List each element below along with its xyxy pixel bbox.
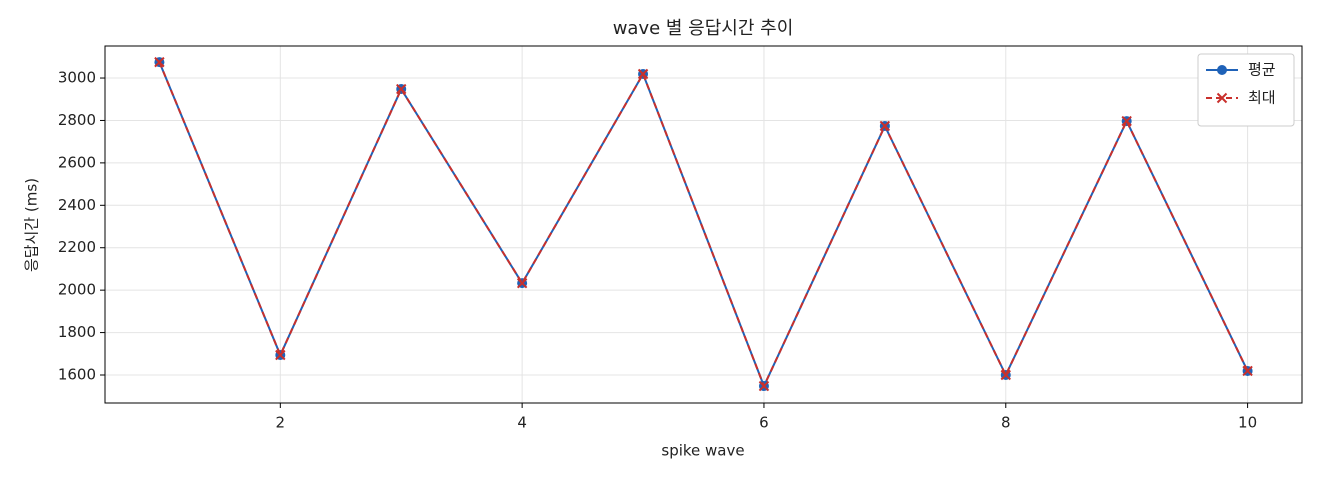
series-line <box>158 61 1249 389</box>
legend-label: 평균 <box>1248 61 1276 79</box>
point <box>154 56 165 68</box>
x-tick-label: 2 <box>276 414 286 432</box>
x-tick-label: 8 <box>1001 414 1011 432</box>
y-tick-label: 2200 <box>58 238 96 256</box>
plot-frame <box>104 45 1303 404</box>
y-tick-label: 1600 <box>58 366 96 384</box>
x-tick-label: 10 <box>1238 414 1257 432</box>
legend-box <box>1197 53 1295 127</box>
x-axis-label: spike wave <box>661 442 744 460</box>
y-tick-label: 2400 <box>58 196 96 214</box>
point <box>1242 365 1253 377</box>
y-tick-label: 3000 <box>58 69 96 87</box>
point <box>275 349 286 361</box>
legend-marker <box>1216 92 1228 104</box>
chart-title: wave 별 응답시간 추이 <box>613 18 794 39</box>
y-tick-label: 2800 <box>58 111 96 129</box>
point <box>1000 369 1011 381</box>
y-axis-label: 응답시간 (ms) <box>23 178 41 272</box>
point <box>758 380 770 392</box>
point <box>516 277 528 289</box>
point <box>396 83 407 95</box>
y-tick-label: 2000 <box>58 281 96 299</box>
point <box>1121 115 1132 127</box>
legend-label: 최대 <box>1248 89 1276 107</box>
x-tick-label: 6 <box>759 414 769 432</box>
point <box>879 120 891 132</box>
point <box>637 68 649 80</box>
legend-marker <box>1217 65 1227 75</box>
x-tick-label: 4 <box>517 414 527 432</box>
y-tick-label: 2600 <box>58 153 96 171</box>
y-tick-label: 1800 <box>58 323 96 341</box>
